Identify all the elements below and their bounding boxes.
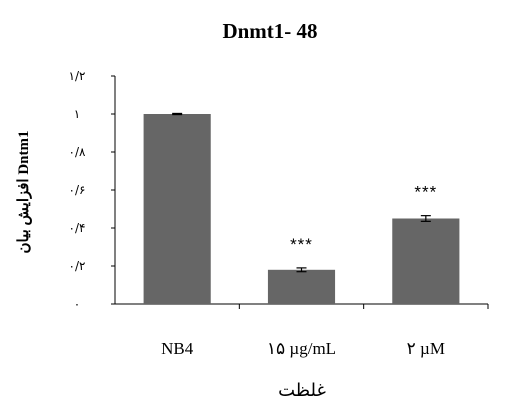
chart-title: Dnmt1- 48 <box>222 19 317 43</box>
y-tick-label: ۰/۸ <box>69 145 86 159</box>
bars-group <box>143 112 460 304</box>
x-axis-label: غلظت <box>278 380 326 401</box>
significance-label: *** <box>414 183 437 202</box>
error-bar-1 <box>172 112 183 116</box>
error-bar-3 <box>420 215 431 222</box>
significance-label: *** <box>290 235 313 254</box>
y-tick-label: ۰ <box>74 297 80 311</box>
bar-3 <box>392 218 460 304</box>
bar-2 <box>267 269 336 304</box>
x-tick-label: NB4 <box>161 339 194 358</box>
x-tick-label: ۱۵ µg/mL <box>267 339 336 358</box>
error-bar-2 <box>296 267 307 273</box>
y-tick-label: ۱/۲ <box>69 69 86 83</box>
x-tick-label: ۲ µM <box>407 339 445 358</box>
bar-1 <box>143 114 211 304</box>
y-tick-label: ۰/۶ <box>69 183 86 197</box>
y-tick-label: ۰/۴ <box>69 221 86 235</box>
y-tick-label: ۱ <box>74 107 80 121</box>
y-tick-label: ۰/۲ <box>69 259 86 273</box>
labels-group: NB4 *** ۱۵ µg/mL *** ۲ µM <box>161 183 445 358</box>
y-axis-label: افزایش بیان Dntm1 <box>16 130 32 253</box>
